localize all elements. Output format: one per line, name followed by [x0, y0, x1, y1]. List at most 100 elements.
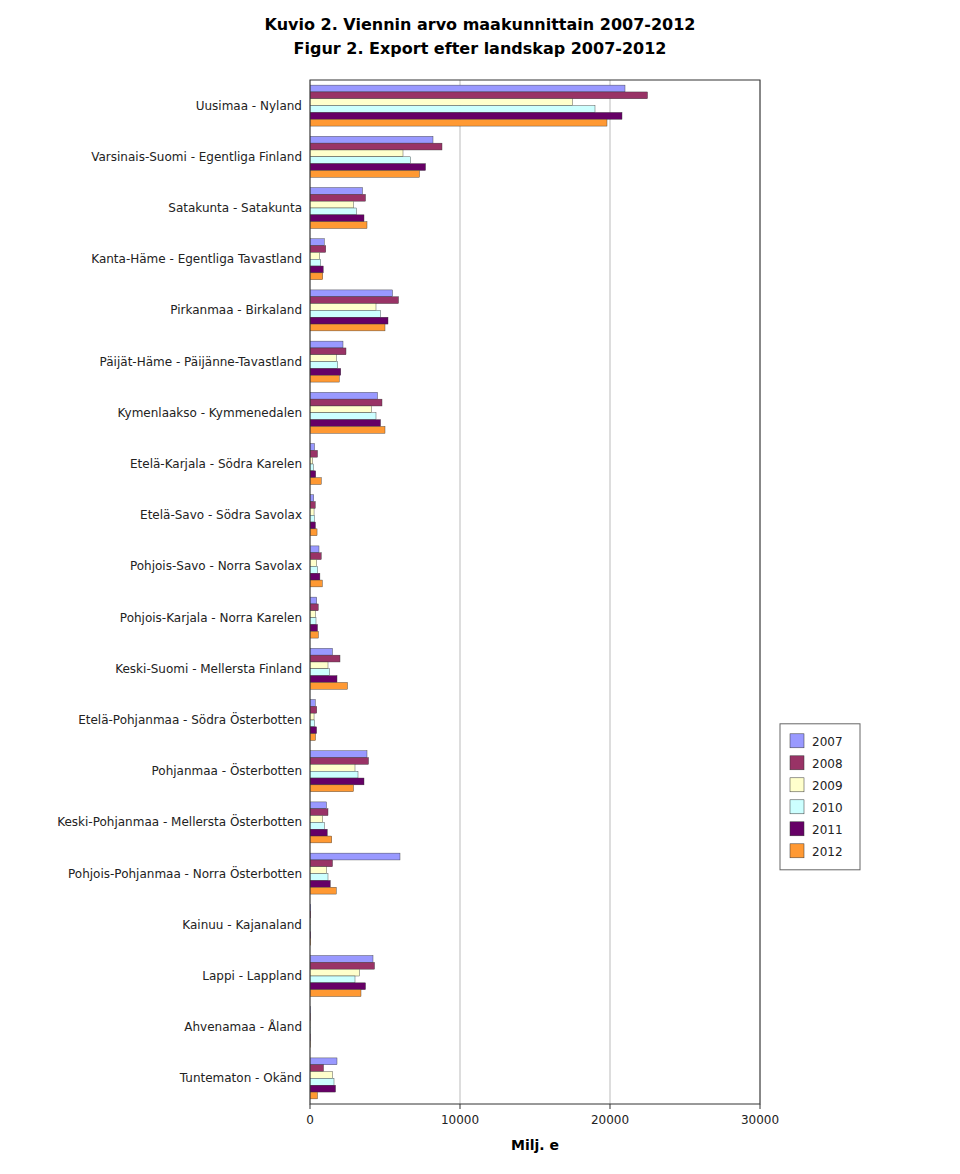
category-label: Tuntematon - Okänd: [179, 1071, 302, 1085]
legend-swatch: [790, 778, 804, 792]
bars: [310, 85, 648, 1099]
bar: [310, 222, 367, 229]
bar: [310, 700, 315, 707]
bar: [310, 515, 314, 522]
category-label: Kainuu - Kajanaland: [182, 918, 302, 932]
bar: [310, 962, 375, 969]
bar: [310, 290, 393, 297]
bar: [310, 201, 354, 208]
chart: Kuvio 2. Viennin arvo maakunnittain 2007…: [0, 0, 960, 1174]
bar: [310, 420, 381, 427]
bar: [310, 809, 328, 816]
bar: [310, 444, 315, 451]
grid-line: [460, 80, 461, 1104]
category-label: Varsinais-Suomi - Egentliga Finland: [91, 150, 302, 164]
bar: [310, 880, 330, 887]
bar: [310, 495, 314, 502]
legend: 2007 2008 2009 2010 2011 2012: [780, 724, 860, 870]
bar: [310, 969, 360, 976]
tick-label: 30000: [741, 1113, 779, 1127]
bar: [310, 802, 327, 809]
category-label: Etelä-Savo - Södra Savolax: [140, 508, 302, 522]
bar: [310, 648, 333, 655]
bar: [310, 355, 336, 362]
bar: [310, 164, 426, 171]
category-label: Pohjois-Savo - Norra Savolax: [130, 559, 302, 573]
bar: [310, 764, 355, 771]
legend-swatch: [790, 756, 804, 770]
bar: [310, 99, 573, 106]
bar: [310, 829, 327, 836]
bar: [310, 1078, 334, 1085]
bar: [310, 215, 364, 222]
bar: [310, 597, 317, 604]
legend-label: 2011: [812, 823, 843, 837]
category-label: Lappi - Lappland: [202, 969, 302, 983]
category-label: Pohjanmaa - Österbotten: [152, 762, 302, 778]
legend-swatch: [790, 734, 804, 748]
bar: [310, 669, 330, 676]
bar: [310, 758, 369, 765]
bar: [310, 252, 320, 259]
bar: [310, 662, 328, 669]
bar: [310, 406, 372, 413]
bar: [310, 546, 319, 553]
category-label: Etelä-Karjala - Södra Karelen: [130, 457, 302, 471]
bar: [310, 1072, 333, 1079]
legend-label: 2007: [812, 735, 843, 749]
tick-label: 0: [306, 1113, 314, 1127]
legend-swatch: [790, 822, 804, 836]
legend-label: 2012: [812, 845, 843, 859]
tick-label: 10000: [441, 1113, 479, 1127]
bar: [310, 624, 318, 631]
legend-label: 2010: [812, 801, 843, 815]
axis-label: Milj. e: [511, 1137, 559, 1153]
bar: [310, 1058, 337, 1065]
category-label: Kymenlaakso - Kymmenedalen: [118, 406, 302, 420]
legend-label: 2009: [812, 779, 843, 793]
bar: [310, 778, 364, 785]
bar: [310, 836, 332, 843]
bar: [310, 976, 355, 983]
bar: [310, 553, 321, 560]
bar: [310, 560, 317, 567]
bar: [310, 348, 346, 355]
bar: [310, 478, 321, 485]
tick: [610, 1104, 611, 1109]
bar: [310, 362, 338, 369]
bar: [310, 317, 388, 324]
bar: [310, 246, 326, 253]
bar: [310, 631, 318, 638]
bar: [310, 112, 622, 119]
legend-frame: [780, 724, 860, 870]
bar: [310, 85, 625, 92]
bar: [310, 734, 316, 741]
bar: [310, 727, 317, 734]
bar: [310, 392, 378, 399]
bar: [310, 682, 348, 689]
bar: [310, 785, 354, 792]
category-label: Keski-Suomi - Mellersta Finland: [115, 662, 302, 676]
bar: [310, 822, 324, 829]
bar: [310, 706, 317, 713]
bar: [310, 529, 317, 536]
bar: [310, 860, 333, 867]
legend-label: 2008: [812, 757, 843, 771]
bar: [310, 502, 315, 509]
tick: [760, 1104, 761, 1109]
bar: [310, 874, 328, 881]
bar: [310, 399, 382, 406]
bar: [310, 273, 323, 280]
grid-line: [610, 80, 611, 1104]
bar: [310, 136, 433, 143]
bar: [310, 368, 341, 375]
bar: [310, 816, 323, 823]
bar: [310, 1085, 336, 1092]
bar: [310, 324, 385, 331]
bar: [310, 259, 321, 266]
bar: [310, 471, 316, 478]
bar: [310, 119, 607, 126]
bar: [310, 170, 420, 177]
bar: [310, 522, 315, 529]
bar: [310, 655, 340, 662]
